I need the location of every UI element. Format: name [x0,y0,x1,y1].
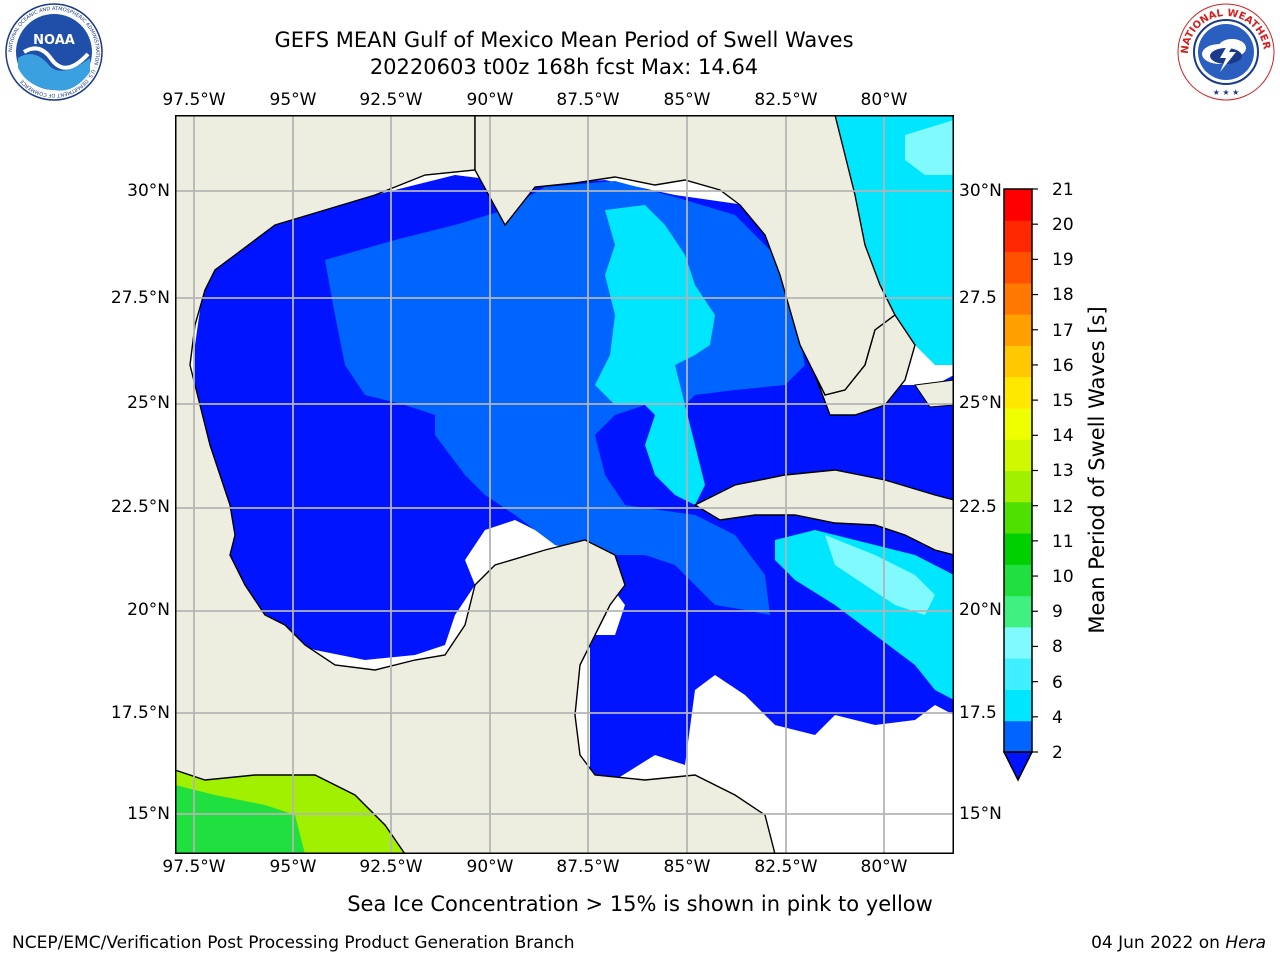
lat-tick-left: 17.5°N [110,703,170,723]
colorbar-segment [1004,220,1032,253]
lat-tick-left: 15°N [127,804,170,824]
lon-tick-bottom: 80°W [860,857,908,877]
land-mexico [175,115,776,854]
colorbar-segment [1004,345,1032,378]
lon-tick-top: 95°W [269,90,317,110]
lon-tick-bottom: 82.5°W [754,857,818,877]
lat-tick-right: 30°N [959,181,1002,201]
lat-tick-left: 25°N [127,393,170,413]
lon-tick-bottom: 97.5°W [162,857,226,877]
sea-ice-note: Sea Ice Concentration > 15% is shown in … [347,892,933,916]
colorbar-tick: 2 [1052,743,1063,763]
colorbar-tick-marks [1032,188,1038,753]
lon-tick-top: 87.5°W [556,90,620,110]
nws-logo: NATIONAL WEATHER SERVICE ★ ★ ★ [1176,2,1275,101]
land-florida-tip [814,313,916,416]
colorbar-tick: 15 [1052,391,1074,411]
colorbar-tick: 10 [1052,567,1074,587]
colorbar-extend-arrow [1002,751,1034,782]
footer-branch: NCEP/EMC/Verification Post Processing Pr… [12,933,575,953]
swell-field-4-6-gulf [595,205,715,505]
lat-tick-right: 22.5 [959,497,997,517]
map-gridlines [175,115,954,854]
colorbar-segment [1004,564,1032,597]
lon-tick-bottom: 85°W [663,857,711,877]
colorbar-tick: 6 [1052,673,1063,693]
lon-tick-top: 92.5°W [359,90,423,110]
colorbar-segment [1004,189,1032,221]
lat-tick-right: 27.5 [959,288,997,308]
colorbar-tick: 18 [1052,285,1074,305]
colorbar-segment [1004,533,1032,565]
lat-tick-left: 27.5°N [110,288,170,308]
colorbar-segment [1004,626,1032,659]
map-title: GEFS MEAN Gulf of Mexico Mean Period of … [274,28,854,52]
noaa-logo-text: NOAA [33,33,75,48]
colorbar-tick: 4 [1052,708,1063,728]
colorbar-tick: 20 [1052,215,1074,235]
lat-tick-right: 25°N [959,393,1002,413]
colorbar-segment [1004,689,1032,722]
lat-tick-right: 15°N [959,804,1002,824]
noaa-logo: NOAA NATIONAL OCEANIC AND ATMOSPHERIC AD… [5,3,103,101]
colorbar-segment [1004,314,1032,346]
colorbar-segment [1004,439,1032,471]
footer-machine: Hera [1225,933,1266,953]
footer-date: 04 Jun 2022 on Hera [1091,933,1266,953]
map-subtitle: 20220603 t00z 168h fcst Max: 14.64 [369,55,759,79]
colorbar-segment [1004,720,1032,753]
colorbar-segment [1004,407,1032,440]
colorbar-tick: 17 [1052,321,1074,341]
colorbar-segment [1004,658,1032,690]
colorbar-segment [1004,501,1032,534]
colorbar-tick: 21 [1052,180,1074,200]
colorbar-segment [1004,470,1032,503]
lat-tick-right: 17.5 [959,703,997,723]
lat-tick-left: 20°N [127,600,170,620]
colorbar-tick: 8 [1052,637,1063,657]
lon-tick-top: 90°W [466,90,514,110]
lon-tick-bottom: 90°W [466,857,514,877]
lat-tick-left: 30°N [127,181,170,201]
lat-tick-left: 22.5°N [110,497,170,517]
colorbar-tick: 9 [1052,602,1063,622]
lon-tick-bottom: 92.5°W [359,857,423,877]
land-keys [914,379,954,408]
land-us-florida [474,115,896,396]
colorbar-tick: 19 [1052,250,1074,270]
swell-field-6-8-caribbean [825,535,935,615]
colorbar [1002,188,1038,782]
svg-text:★ ★ ★: ★ ★ ★ [1213,88,1240,97]
swell-field-4-6-atlantic [835,115,954,365]
lon-tick-top: 85°W [663,90,711,110]
colorbar-segments [1004,189,1032,753]
lon-tick-bottom: 87.5°W [556,857,620,877]
colorbar-label: Mean Period of Swell Waves [s] [1085,306,1109,634]
colorbar-tick: 16 [1052,356,1074,376]
colorbar-segment [1004,595,1032,628]
sea-ice-field-green [175,785,305,854]
lon-tick-bottom: 95°W [269,857,317,877]
map-frame [175,115,954,854]
lat-tick-right: 20°N [959,600,1002,620]
lon-tick-top: 82.5°W [754,90,818,110]
colorbar-tick: 14 [1052,426,1074,446]
swell-field-6-8-atlantic [905,120,954,175]
land-cuba [693,469,954,556]
colorbar-segment [1004,282,1032,315]
colorbar-segment [1004,251,1032,284]
swell-period-map [175,115,954,854]
colorbar-tick: 12 [1052,497,1074,517]
lon-tick-top: 80°W [860,90,908,110]
colorbar-segment [1004,376,1032,409]
colorbar-tick: 11 [1052,532,1074,552]
lon-tick-top: 97.5°W [162,90,226,110]
footer-date-text: 04 Jun 2022 on [1091,933,1226,953]
colorbar-tick: 13 [1052,461,1074,481]
